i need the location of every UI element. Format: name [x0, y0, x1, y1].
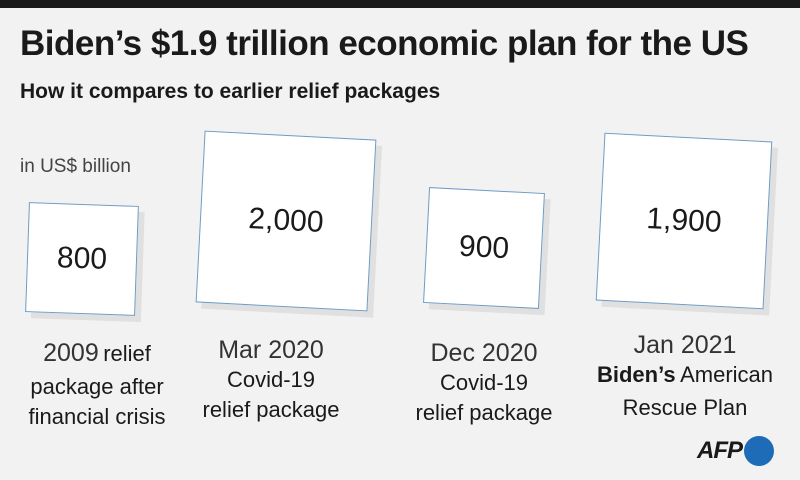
data-label: 1,900 — [645, 202, 723, 239]
chart-subtitle: How it compares to earlier relief packag… — [20, 80, 441, 103]
caption-text: package after — [30, 374, 164, 399]
data-label: 900 — [458, 229, 510, 266]
chart-title: Biden’s $1.9 trillion economic plan for … — [20, 24, 749, 63]
caption-date: Dec 2020 — [430, 339, 538, 367]
value-square-jan-2021: 1,900 — [595, 132, 773, 310]
caption-text: Covid-19 — [226, 367, 316, 392]
category-caption-2009: 2009 relief package after financial cris… — [0, 338, 197, 432]
caption-text-bold: Biden’s — [596, 362, 676, 387]
value-square-2009: 800 — [25, 202, 139, 316]
caption-text: American — [680, 362, 774, 387]
category-caption-jan-2021: Jan 2021 Biden’s American Rescue Plan — [585, 330, 785, 423]
caption-text: relief package — [202, 397, 340, 422]
unit-label: in US$ billion — [20, 156, 131, 177]
top-rule — [0, 0, 800, 8]
caption-date: 2009 — [43, 339, 99, 367]
value-square-dec-2020: 900 — [423, 187, 545, 309]
caption-date: Jan 2021 — [633, 331, 737, 359]
caption-text: relief — [103, 341, 151, 366]
afp-logo-text: AFP — [697, 437, 743, 464]
data-label: 800 — [56, 241, 108, 276]
afp-logo: AFP — [697, 436, 774, 466]
caption-text: relief package — [415, 400, 553, 425]
data-label: 2,000 — [247, 202, 325, 239]
caption-text: Rescue Plan — [622, 395, 748, 420]
value-square-mar-2020: 2,000 — [195, 130, 377, 312]
category-caption-mar-2020: Mar 2020 Covid-19 relief package — [171, 335, 371, 425]
category-caption-dec-2020: Dec 2020 Covid-19 relief package — [384, 338, 584, 428]
caption-text: Covid-19 — [439, 370, 529, 395]
caption-text: financial crisis — [28, 404, 166, 429]
afp-logo-dot-icon — [744, 436, 774, 466]
caption-date: Mar 2020 — [218, 336, 324, 364]
